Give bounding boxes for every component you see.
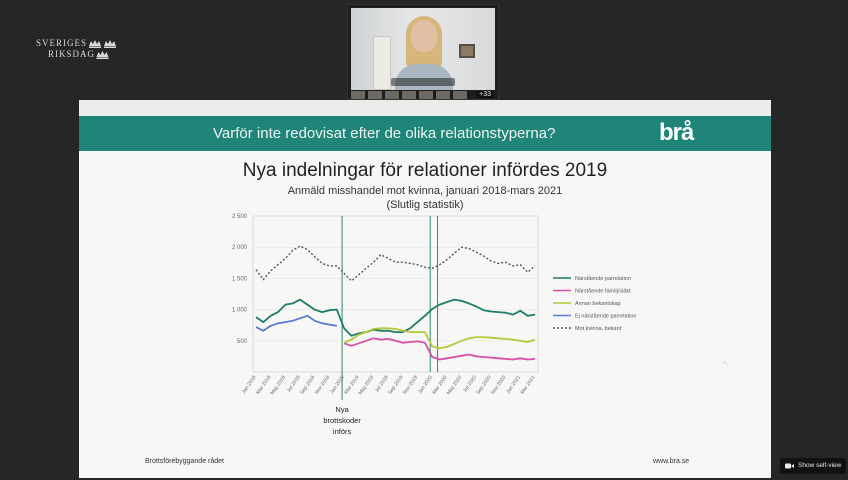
slide-banner-title: Varför inte redovisat efter de olika rel…	[213, 125, 556, 142]
shared-slide: Varför inte redovisat efter de olika rel…	[79, 100, 771, 478]
chart-legend: Närstående parrelation Närstående familj/…	[553, 275, 636, 332]
legend-label: Närstående parrelation	[575, 275, 631, 282]
annotation-text: Nya	[335, 405, 349, 414]
speaker-video-tile[interactable]: +33	[347, 4, 499, 100]
y-tick-label: 1 000	[232, 308, 248, 314]
y-tick-label: 500	[237, 339, 248, 345]
series-line	[255, 314, 337, 332]
bra-logo: brå	[659, 119, 694, 146]
video-feed	[351, 8, 495, 90]
participant-thumbnail[interactable]	[385, 91, 399, 99]
annotation-text: brottskoder	[323, 416, 361, 425]
participant-thumbnail[interactable]	[402, 91, 416, 99]
show-self-view-label: Show self-view	[798, 462, 842, 469]
participant-thumbnail[interactable]	[419, 91, 433, 99]
participant-thumbnail[interactable]	[368, 91, 382, 99]
crowns-icon	[89, 40, 116, 59]
logo-line-2: RIKSDAG	[48, 49, 96, 59]
x-tick-label: May 2018	[269, 375, 287, 397]
slide-title: Nya indelningar för relationer infördes …	[242, 160, 608, 181]
participant-thumbnails[interactable]	[351, 91, 495, 99]
camera-icon	[785, 463, 794, 469]
series-line	[343, 327, 536, 350]
annotation-text: införs	[333, 427, 352, 436]
y-tick-label: 1 500	[232, 276, 248, 282]
riksdag-logo: SVERIGES RIKSDAG	[36, 38, 116, 60]
chart-series	[255, 245, 536, 361]
legend-label: Ej närstående parrelation	[575, 313, 636, 320]
slide-top-strip	[79, 100, 771, 116]
x-tick-label: Nov 2018	[314, 375, 331, 396]
plot-area-frame	[252, 215, 539, 373]
x-tick-label: Nov 2020	[490, 375, 507, 396]
participant-thumbnail[interactable]	[453, 91, 467, 99]
legend-label: Annan bekantskap	[575, 301, 621, 307]
show-self-view-button[interactable]: Show self-view	[780, 458, 846, 474]
x-tick-label: May 2019	[358, 375, 376, 397]
x-tick-label: May 2020	[446, 375, 464, 397]
series-line	[343, 337, 536, 361]
participants-count-badge[interactable]: +33	[476, 91, 494, 98]
legend-label: Närstående familj/släkt	[575, 288, 631, 295]
slide-footer-org: Brottsförebyggande rådet	[145, 458, 224, 465]
mouse-cursor-icon: ↖	[722, 359, 731, 370]
video-background-picture	[459, 44, 475, 58]
x-tick-label: Mar 2021	[520, 375, 537, 396]
series-line	[255, 298, 536, 337]
logo-line-1: SVERIGES	[36, 38, 88, 48]
participant-thumbnail[interactable]	[351, 91, 365, 99]
slide-subtitle: Anmäld misshandel mot kvinna, januari 20…	[287, 185, 563, 197]
chart-annotation: Nya brottskoder införs	[323, 405, 361, 436]
speaker-face	[411, 20, 437, 52]
y-tick-label: 2 500	[232, 214, 248, 220]
slide-banner: Varför inte redovisat efter de olika rel…	[79, 116, 771, 151]
y-tick-label: 2 000	[232, 245, 248, 251]
speaker-name-tag	[391, 78, 455, 86]
speaker-body	[395, 64, 453, 90]
participant-thumbnail[interactable]	[436, 91, 450, 99]
video-background-door	[373, 36, 391, 90]
x-tick-label: Nov 2019	[402, 375, 419, 396]
slide-subtitle-2: (Slutlig statistik)	[386, 199, 464, 211]
slide-footer-url: www.bra.se	[653, 458, 690, 465]
legend-label: Mot kvinna, bekant	[575, 326, 622, 332]
series-line	[255, 245, 536, 282]
